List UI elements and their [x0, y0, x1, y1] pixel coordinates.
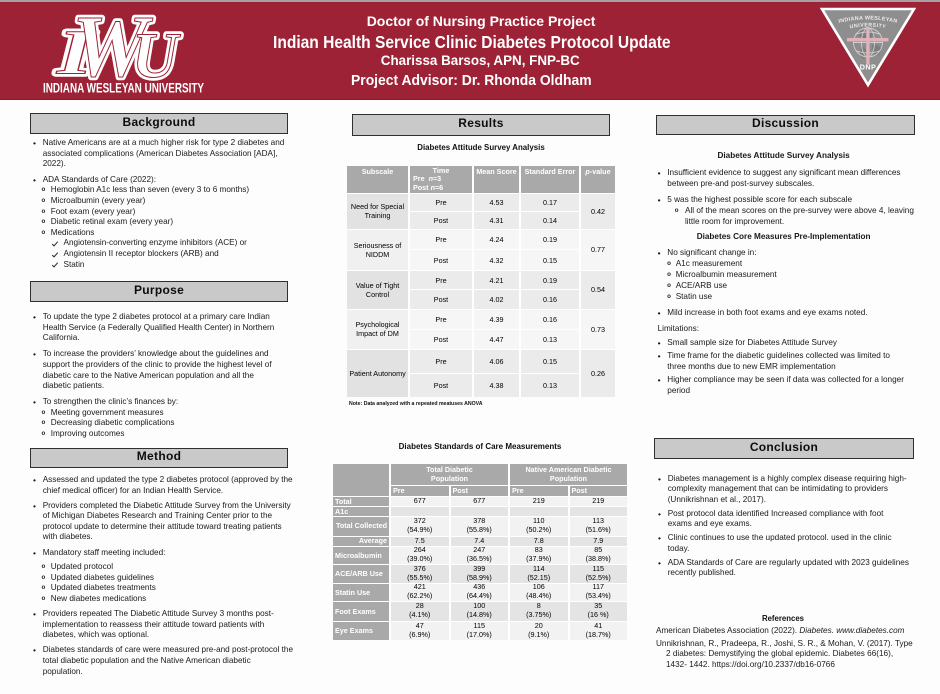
svg-text:I: I: [56, 17, 96, 88]
svg-text:I: I: [56, 17, 96, 88]
svg-text:W: W: [72, 0, 154, 96]
svg-text:UNIVERSITY: UNIVERSITY: [849, 22, 886, 30]
svg-text:W: W: [72, 0, 154, 96]
svg-text:U: U: [132, 20, 181, 92]
svg-text:U: U: [132, 20, 181, 92]
svg-text:INDIANA WESLEYAN: INDIANA WESLEYAN: [838, 15, 898, 24]
svg-text:INDIANA WESLEYAN UNIVERSITY: INDIANA WESLEYAN UNIVERSITY: [43, 80, 204, 96]
svg-text:DNP: DNP: [860, 63, 876, 72]
